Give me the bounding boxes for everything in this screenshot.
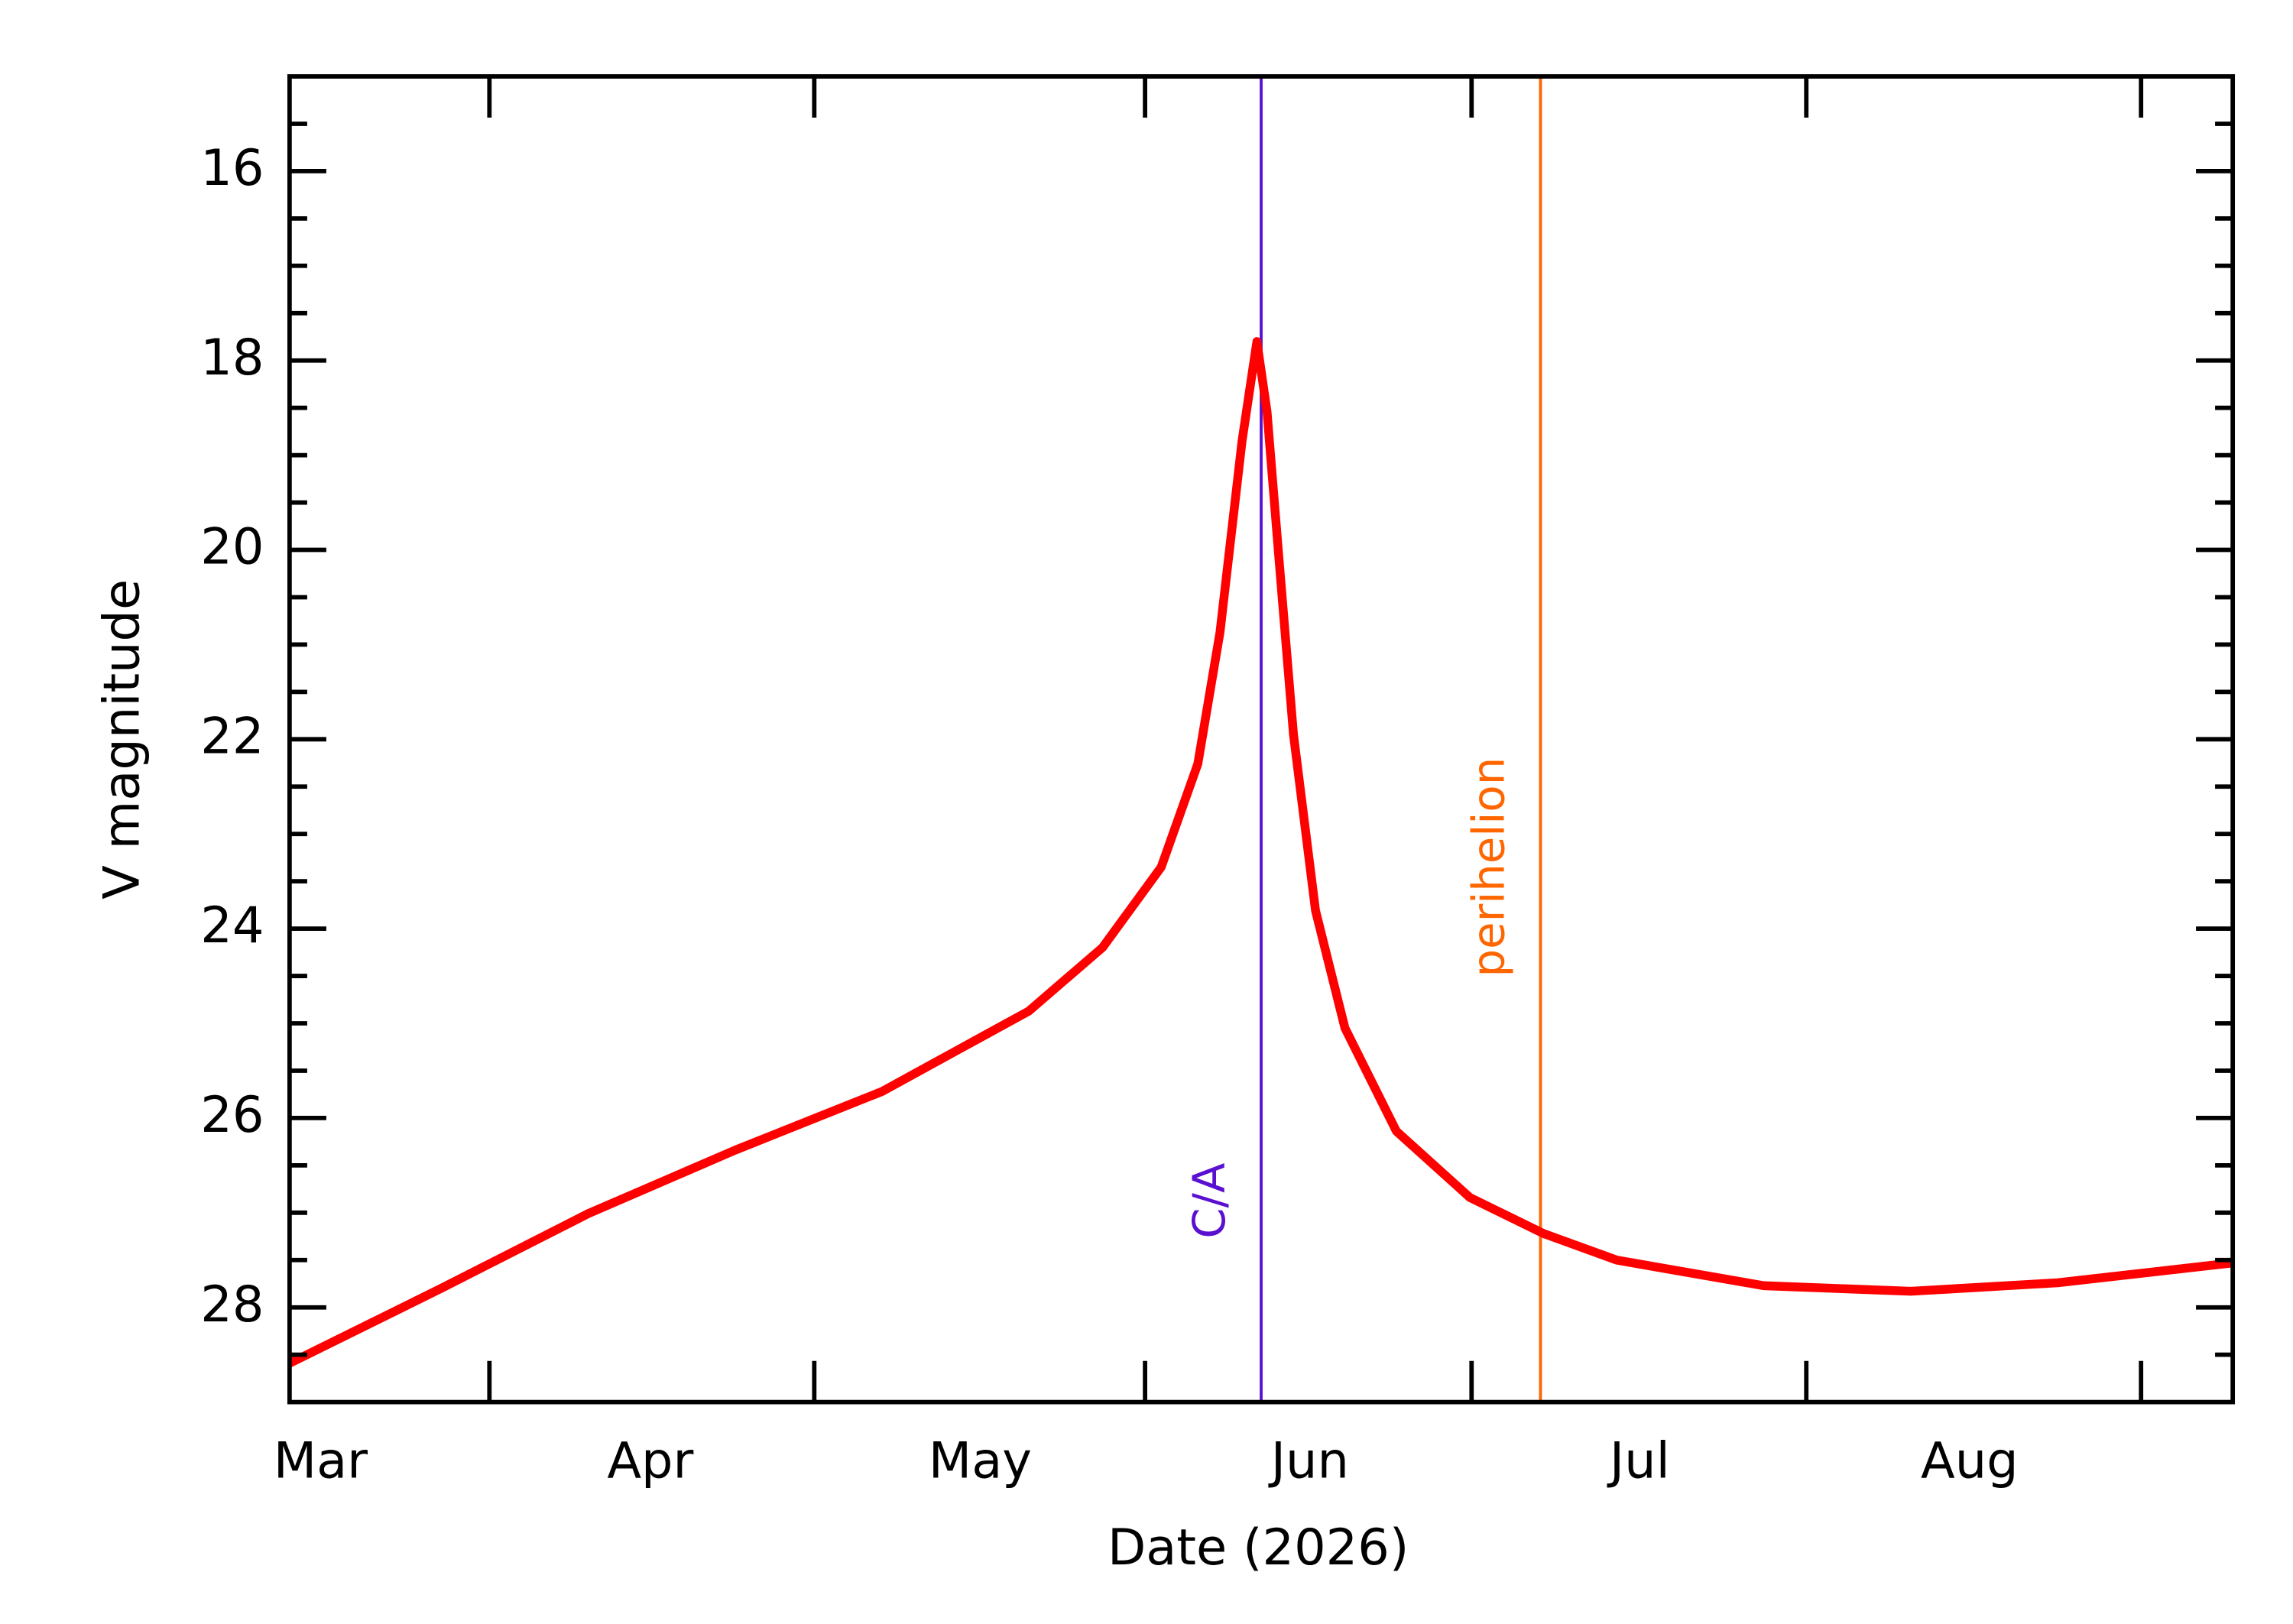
y-axis-title: V magnitude [93, 579, 151, 900]
marker-label: perihelion [1463, 757, 1515, 977]
x-tick-label: Jun [1268, 1431, 1349, 1489]
marker-label: C/A [1183, 1163, 1235, 1239]
y-tick-label: 22 [200, 707, 264, 765]
data-line [287, 337, 2233, 1368]
y-tick-label: 24 [200, 896, 264, 955]
y-tick-label: 20 [200, 518, 264, 576]
x-tick-label: May [929, 1431, 1032, 1489]
x-tick-label: Aug [1921, 1431, 2019, 1489]
plot-frame [287, 74, 2236, 1405]
y-tick-label: 26 [200, 1086, 264, 1144]
y-tick-label: 16 [200, 139, 264, 197]
x-axis-title: Date (2026) [1108, 1519, 1409, 1577]
y-tick-label: 28 [200, 1276, 264, 1334]
y-tick-label: 18 [200, 329, 264, 387]
x-tick-label: Jul [1607, 1431, 1670, 1489]
x-tick-label: Apr [607, 1431, 693, 1489]
x-tick-label: Mar [274, 1431, 368, 1489]
